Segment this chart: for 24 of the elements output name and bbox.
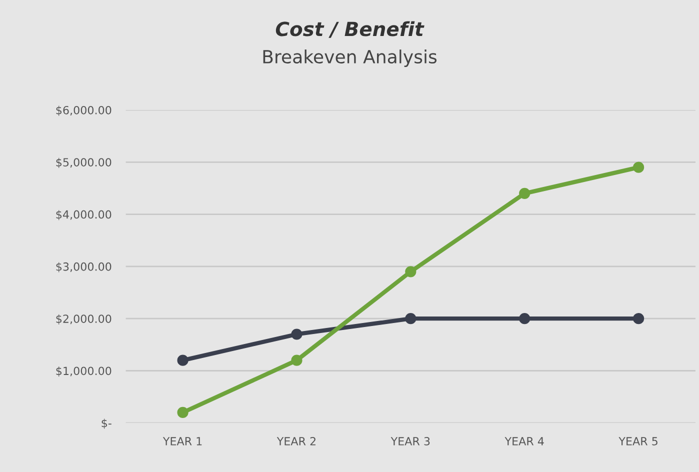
x-tick-label: YEAR 5 (618, 437, 658, 446)
point (177, 406, 188, 418)
point (632, 313, 644, 324)
y-tick-label: $2,000.00 (56, 314, 112, 324)
x-tick-label: YEAR 3 (390, 436, 430, 446)
x-tick-label: YEAR 1 (162, 437, 202, 446)
x-tick-label: YEAR 4 (504, 437, 544, 446)
point (519, 313, 530, 324)
point (519, 188, 530, 199)
y-tick-label: $3,000.00 (56, 262, 112, 272)
chart-title: Cost / Benefit (276, 21, 424, 38)
point (405, 313, 416, 324)
point (632, 162, 644, 173)
x-tick-label: YEAR 2 (276, 436, 316, 446)
point (291, 354, 302, 366)
point (405, 266, 416, 278)
y-tick-label: $4,000.00 (56, 210, 112, 220)
y-tick-label: $6,000.00 (56, 106, 112, 116)
y-tick-label: $5,000.00 (56, 158, 112, 168)
y-tick-label: $- (102, 418, 112, 429)
point (291, 328, 302, 340)
y-tick-label: $1,000.00 (56, 366, 112, 377)
point (177, 354, 188, 366)
chart-subtitle: Breakeven Analysis (263, 50, 437, 68)
